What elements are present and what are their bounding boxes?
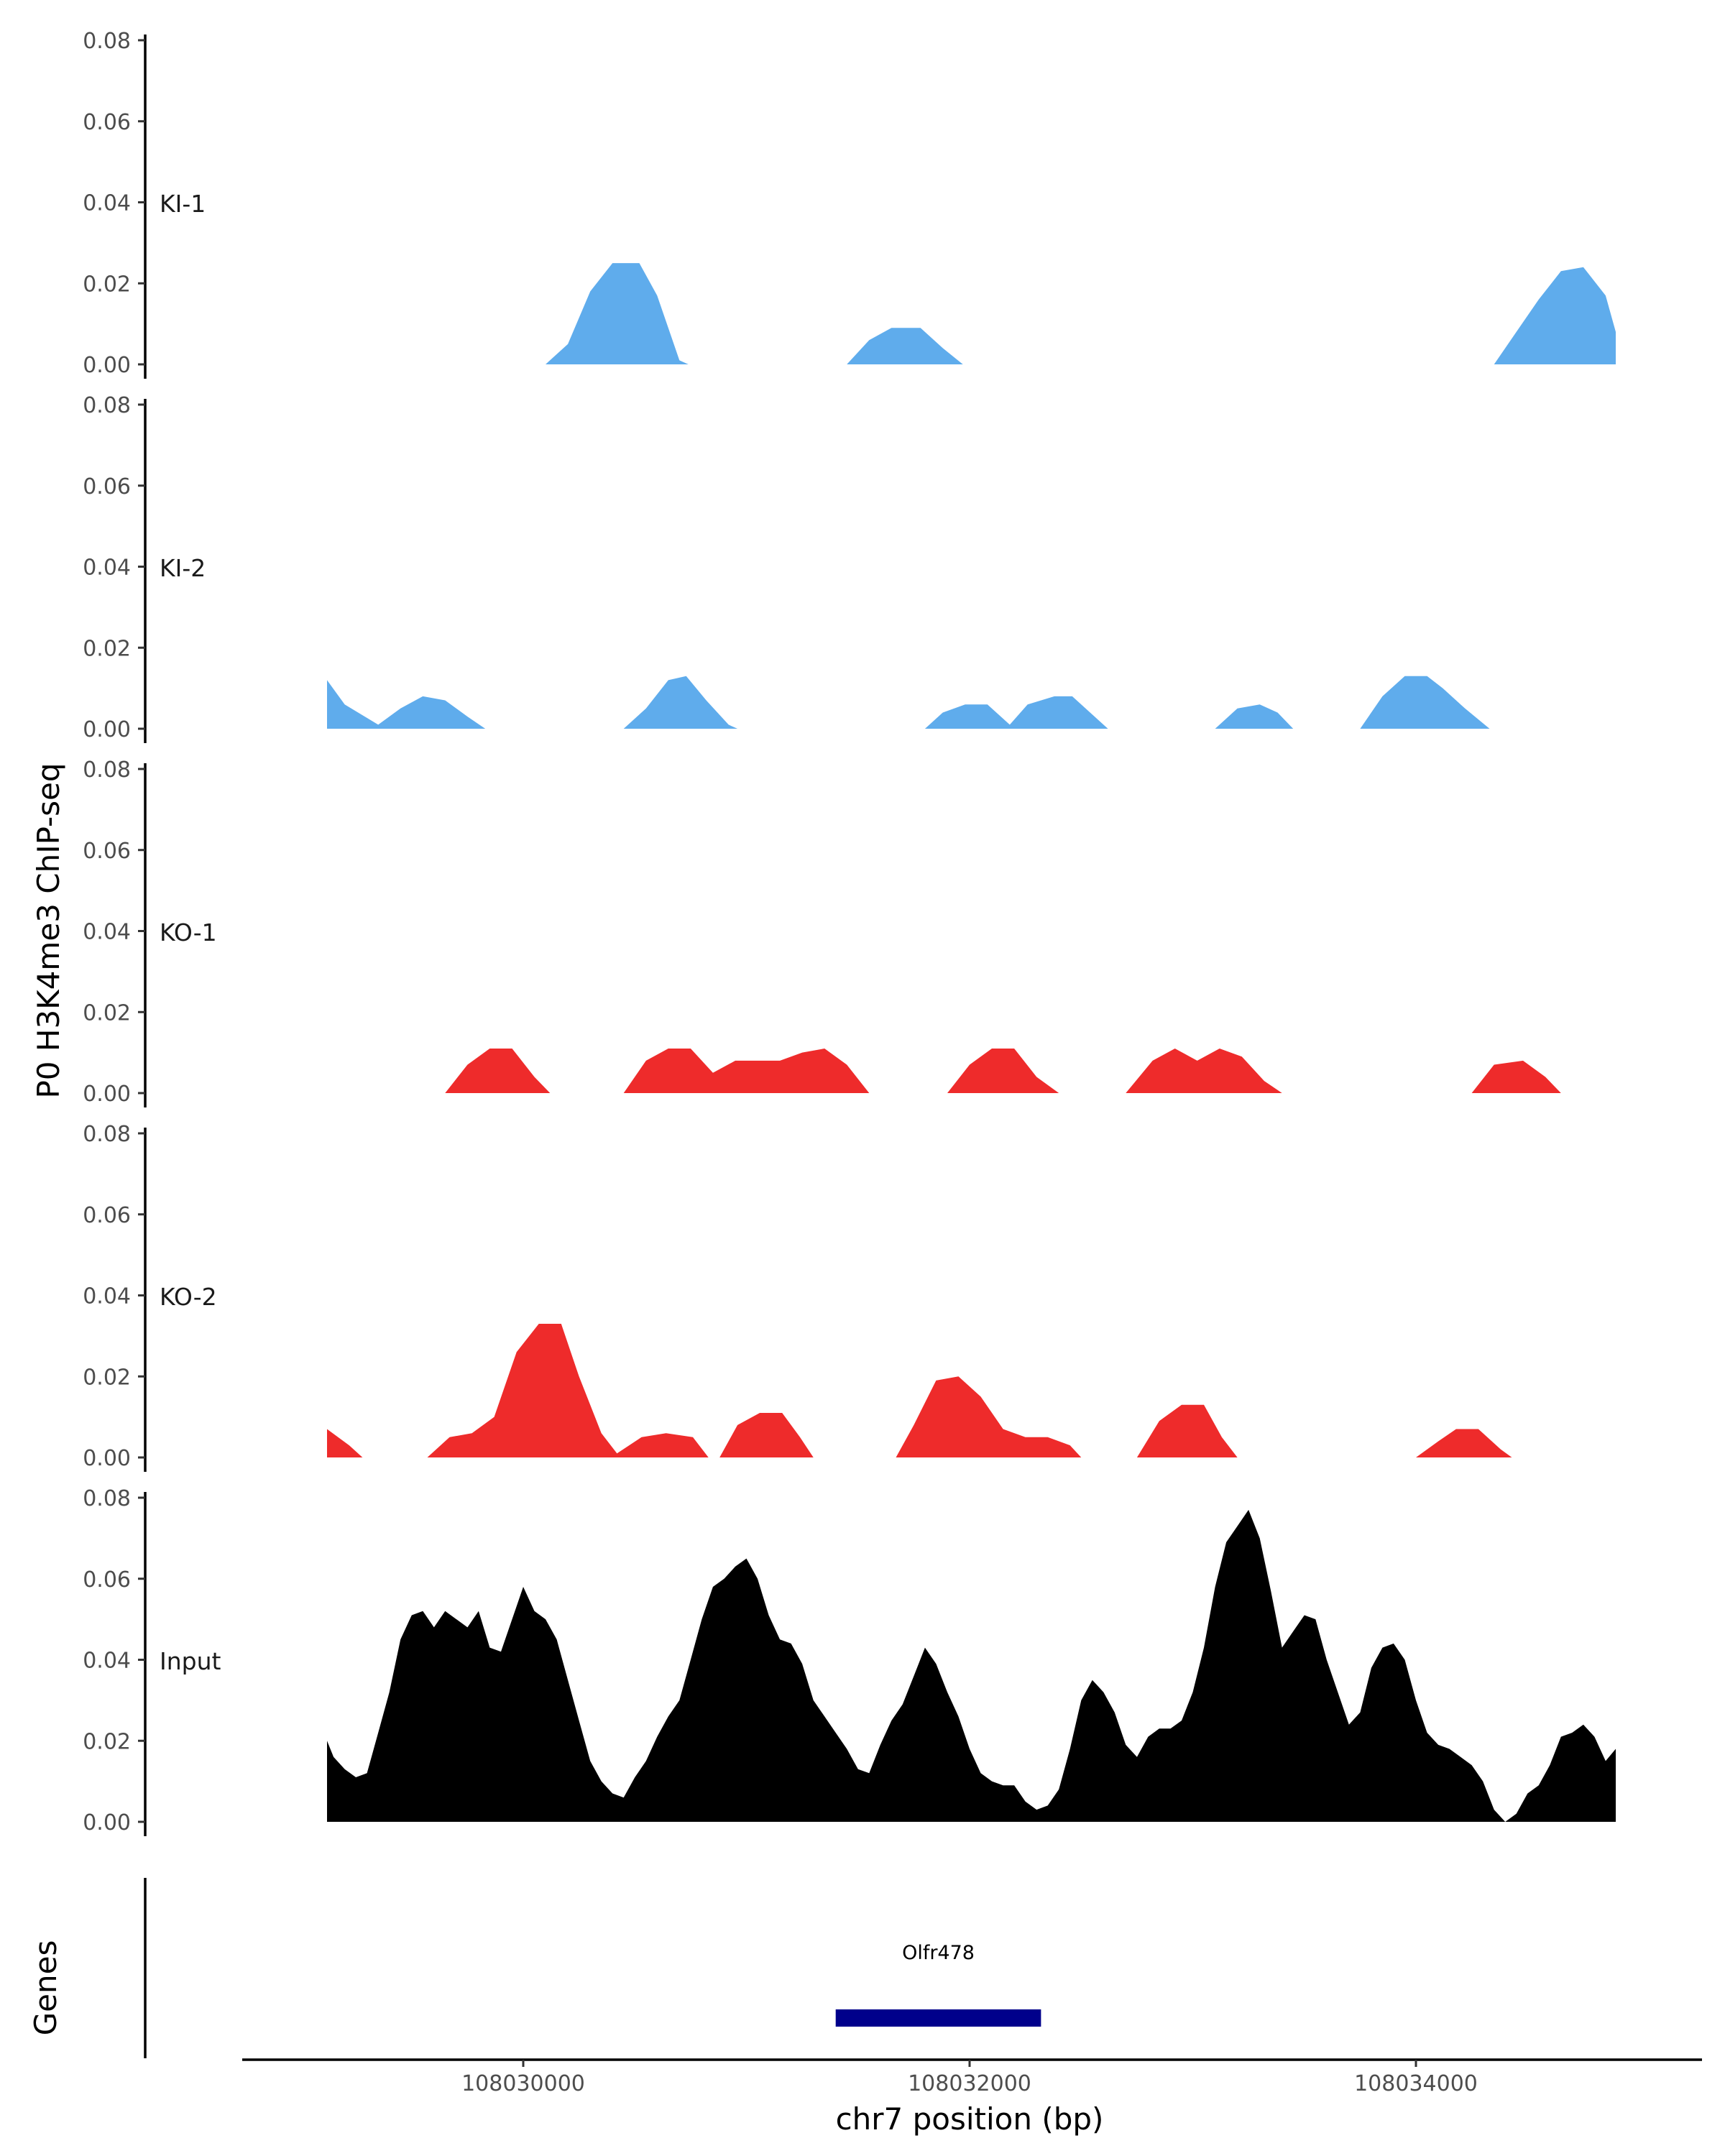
coverage-area-ko-1 bbox=[327, 1012, 1616, 1093]
y-tick-label: 0.06 bbox=[83, 1567, 131, 1593]
y-tick-label: 0.06 bbox=[83, 1203, 131, 1228]
y-tick-label: 0.04 bbox=[83, 1284, 131, 1309]
track-label: Input bbox=[160, 1647, 221, 1675]
y-tick-label: 0.00 bbox=[83, 1082, 131, 1107]
x-axis: 108030000 108032000 108034000 bbox=[242, 2058, 1702, 2096]
track-label: KI-2 bbox=[160, 554, 206, 582]
coverage-area-ki-2 bbox=[327, 655, 1616, 729]
coverage-area-ki-1 bbox=[327, 263, 1616, 364]
y-tick-label: 0.04 bbox=[83, 191, 131, 216]
gene-body-olfr478 bbox=[835, 2009, 1041, 2027]
y-tick-label: 0.04 bbox=[83, 556, 131, 581]
track-ki-2: 0.00 0.02 0.04 0.06 0.08 KI-2 bbox=[83, 393, 1616, 743]
y-tick-label: 0.02 bbox=[83, 1000, 131, 1026]
track-ki-1: 0.00 0.02 0.04 0.06 0.08 KI-1 bbox=[83, 29, 1616, 379]
y-tick-label: 0.00 bbox=[83, 1446, 131, 1471]
y-tick-label: 0.04 bbox=[83, 1649, 131, 1674]
track-label: KO-2 bbox=[160, 1283, 217, 1311]
y-tick-label: 0.08 bbox=[83, 1122, 131, 1147]
y-tick-label: 0.04 bbox=[83, 920, 131, 945]
y-tick-label: 0.08 bbox=[83, 1486, 131, 1511]
coverage-tracks: 0.00 0.02 0.04 0.06 0.08 KI-1 0.00 0.02 0.04 0.06… bbox=[83, 29, 1616, 1836]
track-label: KO-1 bbox=[160, 918, 217, 946]
genes-panel: Genes Olfr478 bbox=[28, 1878, 1041, 2058]
y-tick-label: 0.08 bbox=[83, 29, 131, 54]
x-tick-label: 108030000 bbox=[461, 2071, 585, 2096]
y-axis-title: P0 H3K4me3 ChIP-seq bbox=[31, 763, 66, 1098]
track-label: KI-1 bbox=[160, 190, 206, 218]
track-input: 0.00 0.02 0.04 0.06 0.08 Input bbox=[83, 1486, 1616, 1836]
x-tick-label: 108032000 bbox=[908, 2071, 1031, 2096]
coverage-area-input bbox=[327, 1509, 1616, 1822]
y-tick-label: 0.08 bbox=[83, 757, 131, 783]
y-tick-label: 0.06 bbox=[83, 839, 131, 864]
y-tick-label: 0.02 bbox=[83, 1729, 131, 1754]
y-tick-label: 0.00 bbox=[83, 717, 131, 742]
y-tick-label: 0.02 bbox=[83, 1365, 131, 1390]
genes-track-label: Genes bbox=[28, 1940, 63, 2036]
y-tick-label: 0.02 bbox=[83, 636, 131, 661]
y-tick-label: 0.00 bbox=[83, 353, 131, 378]
y-tick-label: 0.00 bbox=[83, 1810, 131, 1835]
x-axis-title: chr7 position (bp) bbox=[836, 2101, 1104, 2137]
track-ko-1: 0.00 0.02 0.04 0.06 0.08 KO-1 bbox=[83, 757, 1616, 1107]
y-tick-label: 0.06 bbox=[83, 474, 131, 499]
x-tick-label: 108034000 bbox=[1354, 2071, 1478, 2096]
y-tick-label: 0.02 bbox=[83, 272, 131, 297]
gene-name-label: Olfr478 bbox=[902, 1942, 975, 1964]
y-tick-label: 0.08 bbox=[83, 393, 131, 418]
track-ko-2: 0.00 0.02 0.04 0.06 0.08 KO-2 bbox=[83, 1122, 1616, 1472]
coverage-area-ko-2 bbox=[327, 1324, 1616, 1457]
y-tick-label: 0.06 bbox=[83, 110, 131, 135]
